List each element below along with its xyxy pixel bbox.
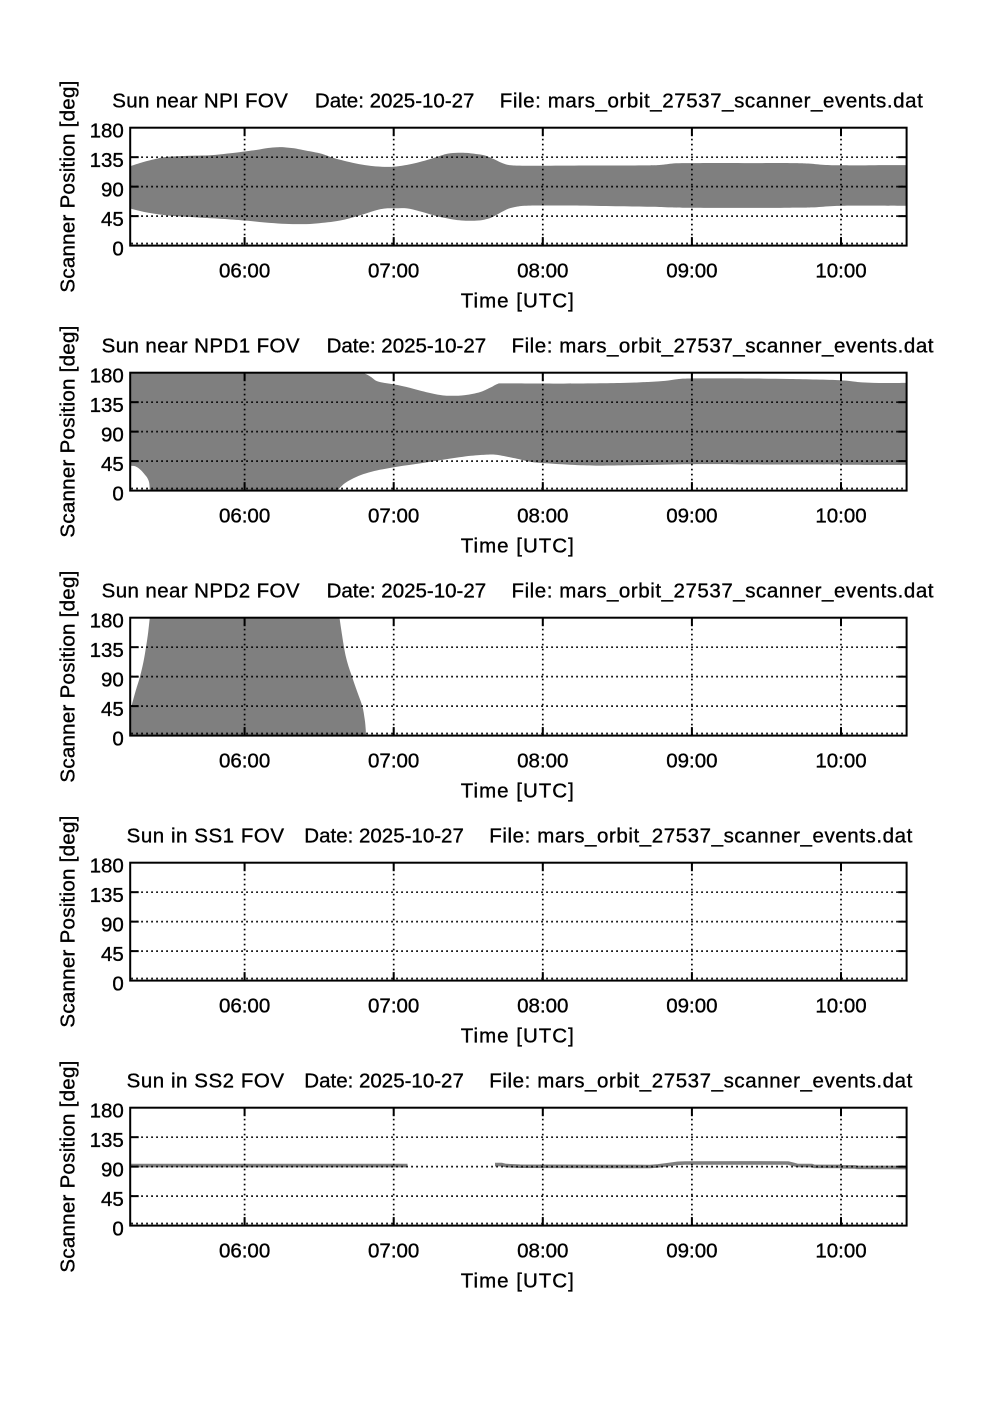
- svg-text:135: 135: [90, 1129, 124, 1152]
- svg-text:Time [UTC]: Time [UTC]: [461, 289, 574, 312]
- svg-text:90: 90: [101, 179, 124, 202]
- svg-text:10:00: 10:00: [815, 259, 866, 282]
- svg-text:Sun near NPD1 FOV: Sun near NPD1 FOV: [102, 335, 300, 358]
- svg-text:180: 180: [90, 1100, 124, 1123]
- svg-text:07:00: 07:00: [368, 749, 419, 772]
- svg-text:Date: 2025-10-27: Date: 2025-10-27: [315, 90, 475, 113]
- svg-text:Scanner Position [deg]: Scanner Position [deg]: [57, 1061, 80, 1273]
- svg-text:Sun near NPD2 FOV: Sun near NPD2 FOV: [102, 580, 300, 603]
- svg-text:08:00: 08:00: [517, 1239, 568, 1262]
- svg-text:09:00: 09:00: [666, 1239, 717, 1262]
- svg-text:Date: 2025-10-27: Date: 2025-10-27: [327, 580, 487, 603]
- svg-text:Scanner Position [deg]: Scanner Position [deg]: [57, 326, 80, 538]
- svg-text:09:00: 09:00: [666, 259, 717, 282]
- svg-text:Time [UTC]: Time [UTC]: [461, 779, 574, 802]
- svg-text:07:00: 07:00: [368, 994, 419, 1017]
- svg-text:90: 90: [101, 668, 124, 691]
- svg-text:06:00: 06:00: [219, 504, 270, 527]
- svg-text:0: 0: [112, 727, 123, 750]
- svg-text:Date: 2025-10-27: Date: 2025-10-27: [304, 1070, 464, 1093]
- svg-text:08:00: 08:00: [517, 994, 568, 1017]
- svg-text:0: 0: [112, 482, 123, 505]
- svg-text:Date: 2025-10-27: Date: 2025-10-27: [304, 825, 464, 848]
- svg-text:09:00: 09:00: [666, 994, 717, 1017]
- svg-text:135: 135: [90, 394, 124, 417]
- svg-text:45: 45: [101, 698, 124, 721]
- svg-text:07:00: 07:00: [368, 504, 419, 527]
- svg-text:45: 45: [101, 453, 124, 476]
- svg-text:45: 45: [101, 943, 124, 966]
- svg-text:File: mars_orbit_27537_scanner: File: mars_orbit_27537_scanner_events.da…: [489, 1070, 912, 1093]
- svg-text:180: 180: [90, 855, 124, 878]
- svg-text:06:00: 06:00: [219, 1239, 270, 1262]
- svg-text:Scanner Position [deg]: Scanner Position [deg]: [57, 816, 80, 1028]
- svg-text:File: mars_orbit_27537_scanner: File: mars_orbit_27537_scanner_events.da…: [500, 90, 923, 113]
- svg-text:06:00: 06:00: [219, 259, 270, 282]
- svg-text:90: 90: [101, 424, 124, 447]
- svg-text:Time [UTC]: Time [UTC]: [461, 1269, 574, 1292]
- svg-text:Sun near NPI FOV: Sun near NPI FOV: [112, 90, 288, 113]
- svg-text:Scanner Position [deg]: Scanner Position [deg]: [57, 571, 80, 783]
- svg-text:09:00: 09:00: [666, 504, 717, 527]
- svg-text:08:00: 08:00: [517, 504, 568, 527]
- svg-text:File: mars_orbit_27537_scanner: File: mars_orbit_27537_scanner_events.da…: [489, 825, 912, 848]
- svg-text:10:00: 10:00: [815, 1239, 866, 1262]
- svg-text:07:00: 07:00: [368, 259, 419, 282]
- svg-text:45: 45: [101, 1188, 124, 1211]
- svg-text:135: 135: [90, 639, 124, 662]
- svg-text:180: 180: [90, 120, 124, 143]
- svg-text:0: 0: [112, 972, 123, 995]
- svg-text:07:00: 07:00: [368, 1239, 419, 1262]
- svg-text:08:00: 08:00: [517, 749, 568, 772]
- svg-text:Time [UTC]: Time [UTC]: [461, 534, 574, 557]
- svg-text:09:00: 09:00: [666, 749, 717, 772]
- svg-text:10:00: 10:00: [815, 749, 866, 772]
- svg-text:Sun in SS1 FOV: Sun in SS1 FOV: [127, 825, 285, 848]
- svg-text:10:00: 10:00: [815, 994, 866, 1017]
- svg-text:Scanner Position [deg]: Scanner Position [deg]: [57, 81, 80, 293]
- svg-text:45: 45: [101, 208, 124, 231]
- svg-text:135: 135: [90, 149, 124, 172]
- svg-text:File: mars_orbit_27537_scanner: File: mars_orbit_27537_scanner_events.da…: [512, 335, 934, 358]
- svg-text:File: mars_orbit_27537_scanner: File: mars_orbit_27537_scanner_events.da…: [512, 580, 934, 603]
- svg-text:0: 0: [112, 237, 123, 260]
- svg-text:06:00: 06:00: [219, 994, 270, 1017]
- svg-text:135: 135: [90, 884, 124, 907]
- svg-text:0: 0: [112, 1217, 123, 1240]
- svg-text:Sun in SS2 FOV: Sun in SS2 FOV: [127, 1070, 285, 1093]
- svg-text:180: 180: [90, 610, 124, 633]
- svg-text:Date: 2025-10-27: Date: 2025-10-27: [327, 335, 487, 358]
- svg-text:06:00: 06:00: [219, 749, 270, 772]
- svg-text:90: 90: [101, 1159, 124, 1182]
- svg-text:10:00: 10:00: [815, 504, 866, 527]
- svg-text:Time [UTC]: Time [UTC]: [461, 1024, 574, 1047]
- svg-text:180: 180: [90, 365, 124, 388]
- svg-text:08:00: 08:00: [517, 259, 568, 282]
- svg-text:90: 90: [101, 913, 124, 936]
